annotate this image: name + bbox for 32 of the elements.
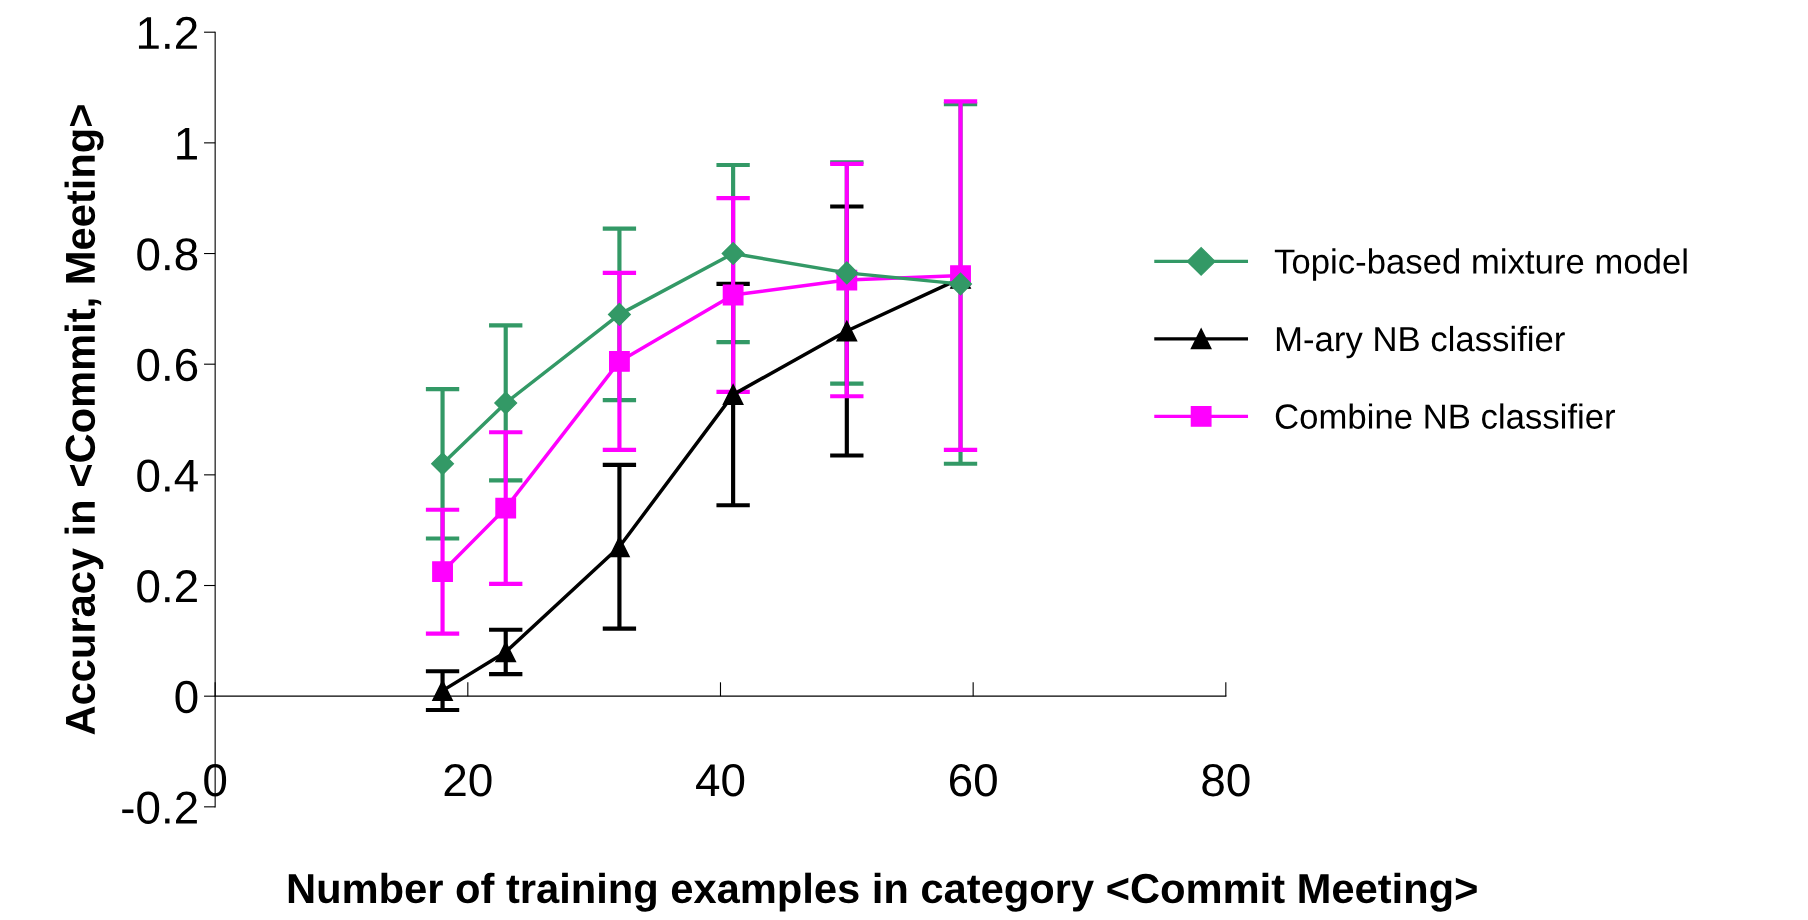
point bbox=[722, 384, 744, 406]
y-tick-label: -0.2 bbox=[122, 791, 197, 824]
point bbox=[835, 261, 859, 285]
point bbox=[721, 242, 745, 266]
point bbox=[494, 391, 518, 415]
x-tick-label: 60 bbox=[950, 764, 997, 797]
point bbox=[949, 272, 973, 296]
x-tick-label: 80 bbox=[1202, 764, 1250, 797]
legend-label: M-ary NB classifier bbox=[1276, 325, 1565, 359]
legend-label: Topic-based mixture model bbox=[1274, 248, 1687, 281]
point bbox=[495, 497, 517, 519]
point bbox=[609, 351, 630, 372]
point bbox=[495, 641, 517, 663]
y-axis-title: Accuracy in <Commit, Meeting> bbox=[64, 105, 104, 735]
legend-label: Combine NB classifier bbox=[1275, 403, 1616, 429]
y-tick-label: 0.6 bbox=[137, 348, 198, 382]
point bbox=[836, 320, 858, 342]
point bbox=[722, 284, 744, 306]
y-tick-label: 1 bbox=[177, 127, 197, 160]
x-tick-label: 40 bbox=[696, 764, 745, 797]
point bbox=[431, 452, 455, 476]
point bbox=[432, 561, 453, 583]
x-axis-title: Number of training examples in category <Commit Meeting> bbox=[288, 872, 1477, 912]
point bbox=[432, 680, 453, 702]
point bbox=[609, 536, 630, 558]
point bbox=[607, 302, 631, 326]
y-tick-label: 0 bbox=[175, 680, 198, 714]
x-tick-label: 20 bbox=[444, 764, 492, 797]
y-tick-label: 0.8 bbox=[137, 238, 198, 271]
y-tick-label: 0.2 bbox=[137, 570, 197, 603]
y-tick-label: 0.4 bbox=[137, 459, 198, 492]
y-tick-label: 1.2 bbox=[138, 16, 197, 49]
